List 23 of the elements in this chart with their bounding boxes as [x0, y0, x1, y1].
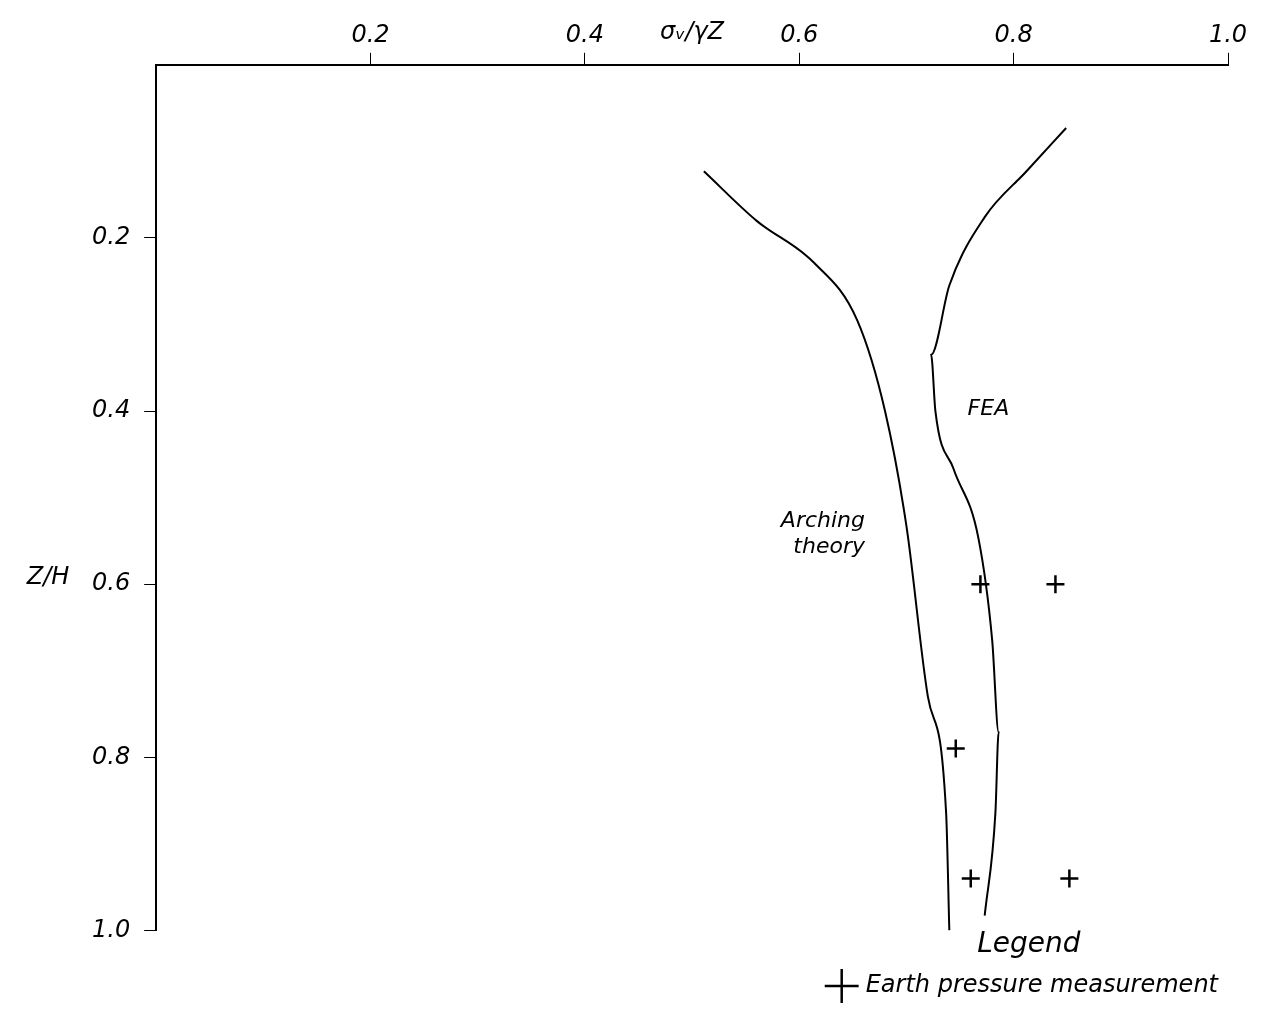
y-tick-label: 0.8: [92, 741, 131, 770]
point: [970, 573, 991, 595]
legend-label: Earth pressure measurement: [865, 970, 1220, 999]
x-axis-title: σᵥ/γZ: [660, 17, 725, 46]
y-tick-label: 0.2: [92, 222, 131, 251]
point: [1045, 573, 1066, 595]
series-label: FEA: [967, 394, 1010, 420]
y-tick-label: 0.6: [92, 568, 131, 597]
x-tick-label: 0.8: [994, 19, 1033, 48]
line-series: [702, 170, 951, 931]
x-tick-label: 0.4: [565, 19, 604, 48]
series-label: Arching theory: [778, 506, 866, 558]
point: [945, 738, 967, 759]
y-tick-label: 0.4: [92, 395, 131, 424]
y-tick-label: 1.0: [92, 914, 131, 943]
x-tick-label: 1.0: [1208, 19, 1248, 48]
point: [1059, 868, 1080, 889]
line-series: [930, 126, 1068, 917]
legend-title: Legend: [977, 925, 1081, 959]
y-axis-title: Z/H: [25, 561, 70, 590]
point: [960, 868, 982, 889]
x-tick-label: 0.6: [780, 19, 819, 48]
x-tick-label: 0.2: [351, 19, 390, 48]
